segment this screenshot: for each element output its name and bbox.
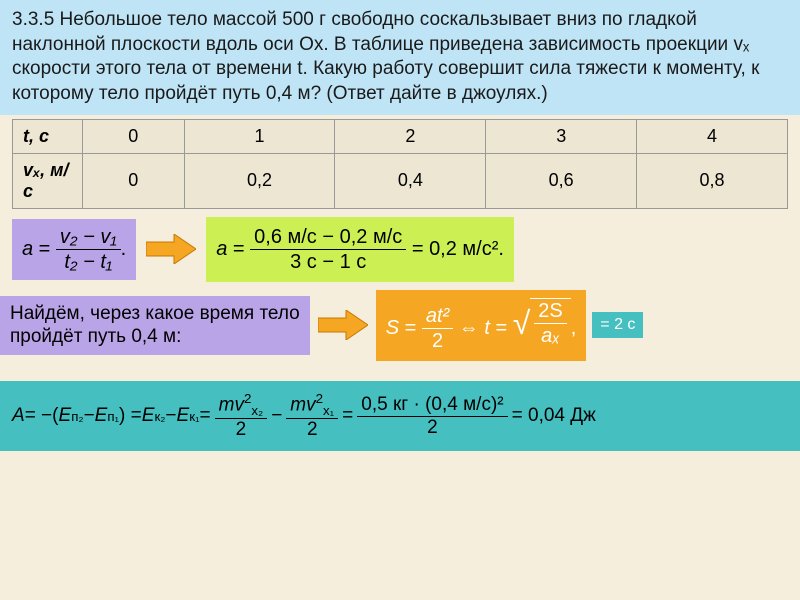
work-formula-band: A = −(Eп₂ − Eп₁) = Eк₂ − Eк₁ = mv2x₂ 2 −… xyxy=(0,381,800,451)
time-row: Найдём, через какое время тело пройдёт п… xyxy=(0,290,800,361)
w-result: = 0,04 Дж xyxy=(512,405,596,427)
w-calc-den: 2 xyxy=(357,417,507,439)
arrow-icon xyxy=(146,234,196,264)
table-row: vₓ, м/с 0 0,2 0,4 0,6 0,8 xyxy=(13,153,788,208)
iff: ⇔ xyxy=(459,317,479,339)
accel-den: t₂ − t₁ xyxy=(64,251,112,273)
time-formula-box: S = at² 2 ⇔ t = √ 2S aₓ , xyxy=(376,290,587,361)
w-calc-num: 0,5 кг · (0,4 м/с)² xyxy=(357,394,507,417)
time-result: = 2 с xyxy=(600,316,635,333)
accel-calc-box: a = 0,6 м/с − 0,2 м/с 3 с − 1 с = 0,2 м/… xyxy=(206,217,514,282)
table-row: t, с 0 1 2 3 4 xyxy=(13,119,788,153)
table-cell: 2 xyxy=(335,119,486,153)
w-den2: 2 xyxy=(286,419,338,441)
s-den: 2 xyxy=(422,329,453,353)
accel-formula-box: a = v₂ − v₁ t₂ − t₁ . xyxy=(12,219,136,280)
table-cell: 0 xyxy=(83,153,185,208)
accel-result: 0,2 м/с² xyxy=(429,238,498,260)
row-label-t: t, с xyxy=(13,119,83,153)
s-num: at² xyxy=(426,305,449,327)
table-cell: 4 xyxy=(637,119,788,153)
t-den: aₓ xyxy=(541,325,560,347)
t-num: 2S xyxy=(538,300,562,322)
hint-line2: пройдёт путь 0,4 м: xyxy=(10,326,181,347)
w-den1: 2 xyxy=(215,419,268,441)
accel-calc-num: 0,6 м/с − 0,2 м/с xyxy=(250,225,406,250)
t-sym: t xyxy=(484,317,490,339)
table-cell: 3 xyxy=(486,119,637,153)
velocity-table: t, с 0 1 2 3 4 vₓ, м/с 0 0,2 0,4 0,6 0,8 xyxy=(12,119,788,209)
time-result-box: = 2 с xyxy=(592,312,643,338)
problem-text: 3.3.5 Небольшое тело массой 500 г свобод… xyxy=(12,9,759,104)
hint-line1: Найдём, через какое время тело xyxy=(10,303,300,324)
accel-calc-den: 3 с − 1 с xyxy=(250,250,406,274)
accel-lhs: a xyxy=(22,238,33,260)
hint-box: Найдём, через какое время тело пройдёт п… xyxy=(0,296,310,356)
table-cell: 1 xyxy=(184,119,335,153)
table-cell: 0,8 xyxy=(637,153,788,208)
row-label-v: vₓ, м/с xyxy=(13,153,83,208)
arrow-icon xyxy=(318,310,368,340)
table-cell: 0,4 xyxy=(335,153,486,208)
s-sym: S xyxy=(386,317,399,339)
problem-statement: 3.3.5 Небольшое тело массой 500 г свобод… xyxy=(0,0,800,115)
accel-row: a = v₂ − v₁ t₂ − t₁ . a = 0,6 м/с − 0,2 … xyxy=(12,217,788,282)
table-cell: 0,6 xyxy=(486,153,637,208)
table-cell: 0 xyxy=(83,119,185,153)
accel-num: v₂ − v₁ xyxy=(60,226,117,248)
table-cell: 0,2 xyxy=(184,153,335,208)
